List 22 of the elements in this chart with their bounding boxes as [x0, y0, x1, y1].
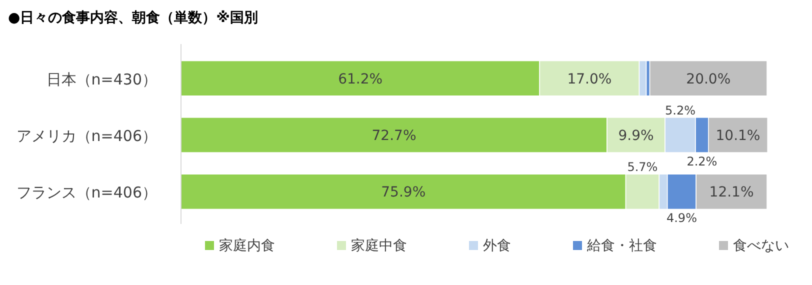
data-label: 12.1%	[709, 184, 754, 201]
chart-title: ●日々の食事内容、朝食（単数）※国別	[8, 9, 258, 26]
data-label: 5.2%	[665, 103, 696, 118]
y-tick-label: 日本（n=430）	[46, 70, 157, 88]
data-label: 9.9%	[618, 128, 654, 144]
legend-label: 外食	[483, 238, 511, 254]
data-label: 75.9%	[381, 184, 426, 201]
legend-label: 給食・社食	[586, 238, 657, 254]
bar	[649, 60, 768, 96]
data-label: 72.7%	[372, 128, 416, 144]
legend-label: 家庭内食	[219, 238, 275, 254]
data-label: 5.7%	[627, 160, 658, 174]
data-label: 61.2%	[338, 71, 383, 88]
legend-label: 食べない	[733, 238, 789, 254]
data-label: 17.0%	[567, 71, 612, 88]
data-label: 20.0%	[686, 71, 731, 88]
y-tick-label: フランス（n=406）	[16, 184, 157, 202]
y-tick-label: アメリカ（n=406）	[16, 127, 157, 145]
data-label: 2.2%	[686, 154, 718, 169]
data-label: 10.1%	[716, 128, 760, 144]
data-label: 4.9%	[666, 211, 697, 226]
legend-label: 家庭中食	[351, 238, 407, 254]
